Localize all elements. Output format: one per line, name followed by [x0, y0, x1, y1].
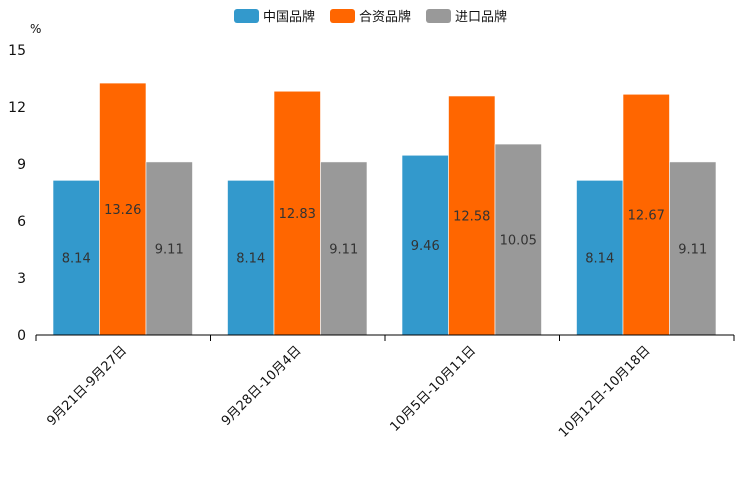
bar-value-label: 9.11	[329, 242, 358, 257]
legend-label: 中国品牌	[263, 9, 315, 25]
bar	[669, 161, 717, 336]
bar-value-label: 8.14	[585, 252, 614, 267]
legend: 中国品牌 合资品牌 进口品牌	[234, 9, 507, 25]
y-axis: 0 3 6 9 12 15	[8, 43, 26, 344]
bar	[273, 90, 321, 336]
bar-value-label: 12.58	[453, 209, 490, 224]
x-category-label: 9月28日-10月4日	[219, 343, 305, 429]
bar	[227, 180, 275, 336]
legend-swatch	[426, 9, 451, 23]
y-tick-label: 6	[17, 214, 26, 230]
x-category-label: 10月5日-10月11日	[387, 343, 479, 435]
bar-value-label: 13.26	[104, 203, 141, 218]
bar-value-label: 12.83	[279, 207, 316, 222]
y-tick-label: 9	[17, 157, 26, 173]
x-category-label: 9月21日-9月27日	[44, 343, 130, 429]
bar	[448, 95, 496, 336]
x-category-label: 10月12日-10月18日	[556, 343, 653, 440]
bar	[320, 161, 368, 336]
bar	[145, 161, 193, 336]
legend-swatch	[234, 9, 259, 23]
y-tick-label: 15	[8, 43, 26, 59]
bar-value-label: 12.67	[628, 209, 665, 224]
bar	[576, 180, 624, 336]
legend-label: 合资品牌	[359, 9, 411, 25]
bar-value-label: 9.46	[411, 239, 440, 254]
y-tick-label: 0	[17, 328, 26, 344]
legend-swatch	[330, 9, 355, 23]
y-tick-label: 12	[8, 100, 26, 116]
bar-value-label: 8.14	[62, 252, 91, 267]
bar-value-label: 10.05	[500, 234, 537, 249]
bars: 8.14 13.26 9.11 8.14 12.83 9.11 9.46 12.58 10.05…	[52, 82, 717, 336]
bar-value-label: 8.14	[236, 252, 265, 267]
bar	[52, 180, 100, 336]
legend-label: 进口品牌	[455, 9, 507, 25]
bar-value-label: 9.11	[678, 242, 707, 257]
y-unit-label: %	[30, 22, 41, 36]
y-tick-label: 3	[17, 271, 26, 287]
bar	[99, 82, 147, 336]
bar-value-label: 9.11	[155, 242, 184, 257]
x-axis: 9月21日-9月27日 9月28日-10月4日 10月5日-10月11日 10月12日…	[35, 334, 735, 441]
